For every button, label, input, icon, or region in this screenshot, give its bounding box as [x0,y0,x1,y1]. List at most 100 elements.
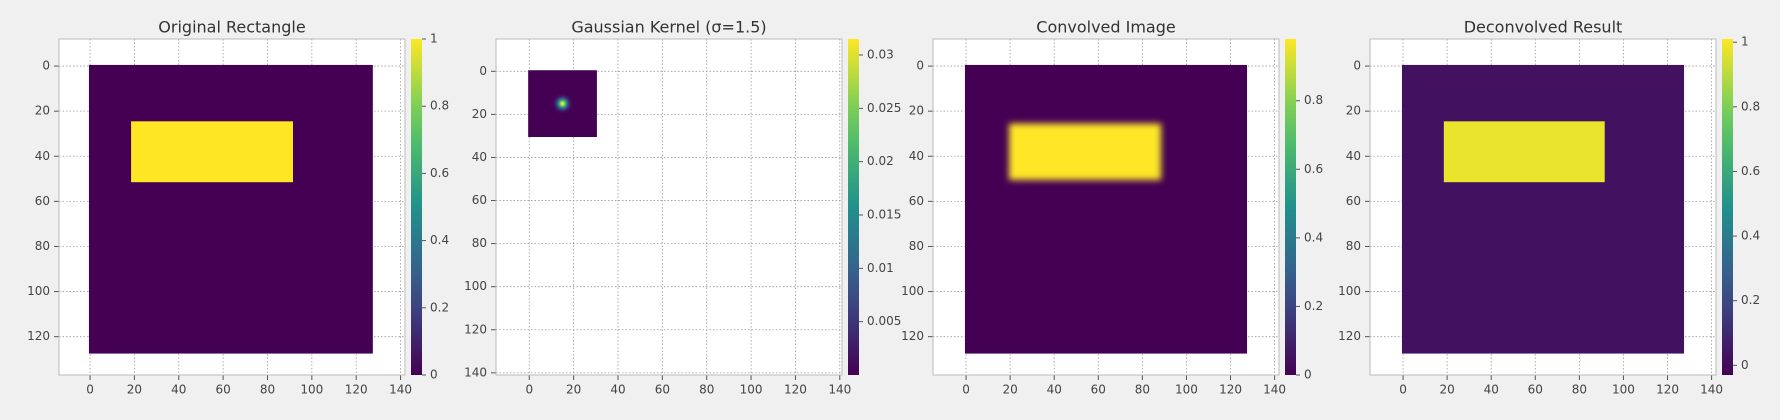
colorbar-tick-label: 0.2 [1304,299,1323,313]
y-tick-label: 60 [472,193,487,207]
panel-title: Deconvolved Result [1464,18,1623,37]
x-tick-label: 0 [525,383,533,397]
x-tick-label: 60 [1528,383,1543,397]
x-tick-label: 80 [1572,383,1587,397]
y-tick-label: 100 [901,284,924,298]
y-tick-label: 60 [1346,194,1361,208]
y-tick-label: 40 [909,149,924,163]
axes-frame [932,38,1280,376]
x-tick-label: 20 [1002,383,1017,397]
image-region [1401,64,1685,354]
y-tick-label: 0 [479,64,487,78]
x-tick-label: 100 [300,383,323,397]
x-tick-label: 80 [260,383,275,397]
colorbar-tick-label: 0 [430,368,438,382]
x-tick-label: 60 [1091,383,1106,397]
y-tick-label: 0 [1353,59,1361,73]
y-tick-label: 120 [27,329,50,343]
panel-title: Gaussian Kernel (σ=1.5) [571,18,766,37]
colorbar [411,39,422,375]
x-tick-label: 140 [828,383,851,397]
x-tick-label: 60 [215,383,230,397]
y-tick-label: 120 [464,322,487,336]
image [88,64,373,354]
x-tick-label: 100 [1175,383,1198,397]
colorbar-tick-label: 0.8 [430,99,449,113]
x-tick-label: 40 [1047,383,1062,397]
y-tick-label: 40 [1346,149,1361,163]
x-tick-label: 120 [1656,383,1679,397]
x-tick-label: 120 [1219,383,1242,397]
y-tick-label: 100 [27,284,50,298]
y-tick-label: 100 [464,279,487,293]
y-tick-label: 80 [472,236,487,250]
colorbar-tick-label: 0.4 [430,233,449,247]
colorbar-tick-label: 0.2 [1741,293,1760,307]
x-tick-label: 20 [127,383,142,397]
x-tick-label: 40 [610,383,625,397]
x-tick-label: 0 [962,383,970,397]
colorbar-tick-label: 0.03 [867,48,894,62]
colorbar [1722,39,1733,375]
panel-title: Convolved Image [1036,18,1175,37]
colorbar-tick-label: 0.005 [867,314,901,328]
y-tick-label: 80 [35,239,50,253]
x-tick-label: 40 [1484,383,1499,397]
x-tick-label: 80 [699,383,714,397]
colorbar-tick-label: 1 [1741,35,1749,49]
colorbar [1285,39,1296,375]
x-tick-label: 100 [740,383,763,397]
colorbar-tick-label: 0.025 [867,101,901,115]
colorbar-tick-label: 0.02 [867,154,894,168]
image-region [1443,121,1605,183]
axes-frame [1369,38,1717,376]
y-tick-label: 120 [1338,329,1361,343]
y-tick-label: 80 [909,239,924,253]
x-tick-label: 80 [1135,383,1150,397]
colorbar-tick-label: 0.01 [867,261,894,275]
x-tick-label: 20 [1439,383,1454,397]
image-region [131,121,293,183]
image-region [964,64,1248,354]
x-tick-label: 120 [345,383,368,397]
y-tick-label: 120 [901,329,924,343]
image [528,70,597,137]
y-tick-label: 100 [1338,284,1361,298]
colorbar-tick-label: 0.2 [430,300,449,314]
y-tick-label: 20 [35,104,50,118]
y-tick-label: 60 [35,194,50,208]
colorbar-tick-label: 0 [1304,368,1312,382]
colorbar-tick-label: 0 [1741,358,1749,372]
colorbar-tick-label: 0.015 [867,208,901,222]
colorbar-tick-label: 0.6 [1741,164,1760,178]
x-tick-label: 140 [389,383,412,397]
x-tick-label: 140 [1263,383,1286,397]
x-tick-label: 0 [1399,383,1407,397]
image-region [88,64,373,354]
image-region [1009,123,1162,180]
image [1401,64,1685,354]
y-tick-label: 0 [42,59,50,73]
axes-frame [495,38,843,376]
y-tick-label: 20 [1346,104,1361,118]
colorbar-tick-label: 0.6 [1304,162,1323,176]
colorbar [848,39,859,375]
y-tick-label: 40 [35,149,50,163]
axes-frame [58,38,406,376]
x-tick-label: 0 [86,383,94,397]
kernel-peak [552,93,573,114]
colorbar-tick-label: 0.8 [1741,99,1760,113]
colorbar-tick-label: 0.6 [430,166,449,180]
colorbar-tick-label: 0.4 [1741,229,1760,243]
x-tick-label: 140 [1700,383,1723,397]
panel-title: Original Rectangle [158,18,305,37]
x-tick-label: 120 [784,383,807,397]
x-tick-label: 60 [655,383,670,397]
y-tick-label: 0 [916,59,924,73]
y-tick-label: 40 [472,150,487,164]
y-tick-label: 140 [464,365,487,379]
x-tick-label: 100 [1612,383,1635,397]
colorbar-tick-label: 1 [430,32,438,46]
colorbar-tick-label: 0.8 [1304,93,1323,107]
